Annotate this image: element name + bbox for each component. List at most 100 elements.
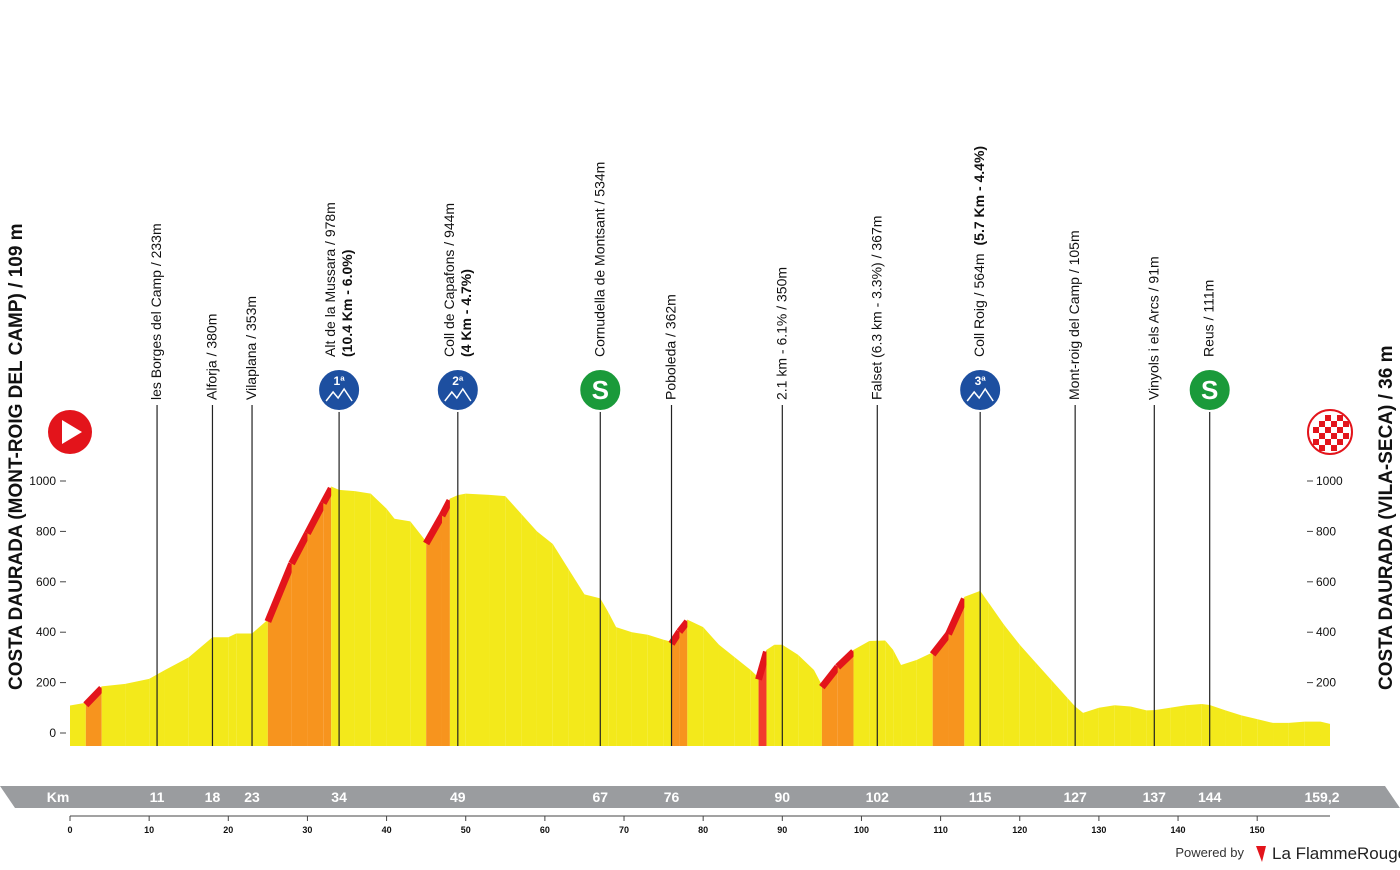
profile-segment <box>426 513 442 746</box>
badge <box>578 368 623 412</box>
badge-label: S <box>592 375 609 405</box>
profile-segment <box>1320 721 1330 746</box>
profile-segment <box>1114 705 1131 746</box>
climb-edge <box>945 597 968 636</box>
profile-segment <box>1035 662 1052 746</box>
y-tick-label: 200 <box>1316 676 1336 690</box>
profile-segment <box>568 569 585 746</box>
x-tick-label: 10 <box>144 825 154 835</box>
profile-segment <box>236 633 253 746</box>
profile-segment <box>339 489 355 746</box>
waypoint-name: Mont-roig del Camp / 105m <box>1066 230 1082 400</box>
climb-edge <box>438 499 454 518</box>
profile-segment <box>307 501 324 746</box>
profile-segment <box>1003 624 1020 746</box>
climb-edge <box>423 514 446 546</box>
profile-segment <box>988 601 1004 746</box>
checker <box>1331 445 1337 451</box>
profile-segment <box>964 590 981 746</box>
waypoint-label: Mont-roig del Camp / 105m <box>1066 230 1082 400</box>
km-label: 49 <box>450 789 466 805</box>
badge-label: 1ª <box>334 374 346 388</box>
waypoint-name: Coll Roig / 564m <box>971 254 987 358</box>
km-label: 34 <box>331 789 347 805</box>
checker <box>1325 439 1331 445</box>
profile-segment <box>1288 721 1305 746</box>
profile-segment <box>1201 704 1210 746</box>
profile-segment <box>354 491 371 746</box>
km-label: Km <box>47 789 70 805</box>
km-label: 159,2 <box>1304 789 1339 805</box>
profile-segment <box>370 493 387 746</box>
checker <box>1331 433 1337 439</box>
x-tick-label: 130 <box>1091 825 1106 835</box>
checker <box>1343 421 1349 427</box>
profile-segment <box>552 544 569 746</box>
profile-segment <box>394 518 411 746</box>
x-tick-label: 120 <box>1012 825 1027 835</box>
waypoint-label: les Borges del Camp / 233m <box>148 223 164 400</box>
km-label: 23 <box>244 789 260 805</box>
profile-segment <box>663 639 672 746</box>
badge <box>317 368 362 412</box>
profile-segment <box>813 670 822 746</box>
finish-label: COSTA DAURADA (VILA-SECA) / 36 m <box>1376 346 1397 690</box>
profile-segment <box>916 652 933 746</box>
profile-segment <box>1225 710 1242 746</box>
profile-segment <box>734 657 751 746</box>
x-tick-label: 140 <box>1171 825 1186 835</box>
y-tick-label: 1000 <box>29 474 56 488</box>
profile-segment <box>1067 697 1076 746</box>
profile-segment <box>671 629 680 746</box>
profile-segment <box>331 486 340 746</box>
waypoint-label: Alforja / 380m <box>203 314 219 400</box>
profile-segment <box>505 496 522 746</box>
profile-segment <box>536 531 553 746</box>
checker <box>1313 439 1319 445</box>
profile-segment <box>212 637 229 746</box>
profile-segment <box>1154 707 1171 746</box>
profile-segment <box>1075 706 1084 746</box>
waypoint-label: Poboleda / 362m <box>663 294 679 400</box>
waypoint-name: Vilaplana / 353m <box>243 296 259 400</box>
y-tick-label: 600 <box>36 575 56 589</box>
profile-segment <box>766 644 775 746</box>
profile-segment <box>774 644 783 746</box>
profile-segment <box>449 495 458 746</box>
waypoint-label: Vilaplana / 353m <box>243 296 259 400</box>
profile-segment <box>616 627 632 746</box>
waypoint-name: Vinyols i els Arcs / 91m <box>1145 256 1161 400</box>
waypoint-label: 2.1 km - 6.1% / 350m <box>773 267 789 400</box>
badge-label: 2ª <box>452 374 464 388</box>
waypoint-note: (4 Km - 4.7%) <box>458 269 474 357</box>
profile-segment <box>70 702 86 746</box>
x-tick-label: 80 <box>698 825 708 835</box>
profile-segment <box>1098 705 1115 746</box>
km-label: 76 <box>664 789 680 805</box>
climb-edge <box>835 649 856 670</box>
waypoint-name: les Borges del Camp / 233m <box>148 223 164 400</box>
profile-segment <box>441 498 450 746</box>
x-tick-label: 20 <box>223 825 233 835</box>
profile-segment <box>228 633 237 746</box>
x-tick-label: 40 <box>382 825 392 835</box>
km-label: 11 <box>150 789 165 805</box>
y-tick-label: 200 <box>36 676 56 690</box>
checker <box>1319 421 1325 427</box>
checker <box>1331 421 1337 427</box>
y-tick-label: 1000 <box>1316 474 1343 488</box>
x-tick-label: 150 <box>1250 825 1265 835</box>
climb-edge <box>676 619 691 634</box>
km-label: 144 <box>1198 789 1222 805</box>
km-label: 90 <box>775 789 791 805</box>
x-tick-label: 90 <box>777 825 787 835</box>
checker <box>1325 427 1331 433</box>
badge-label: 3ª <box>975 374 987 388</box>
waypoint-label: Cornudella de Montsant / 534m <box>591 162 607 357</box>
start-icon <box>48 410 92 454</box>
profile-segment <box>901 659 917 746</box>
profile-segment <box>1257 719 1274 746</box>
y-tick-label: 400 <box>1316 625 1336 639</box>
brand: La FlammeRouge <box>1272 844 1400 863</box>
climb-edge <box>304 501 327 536</box>
